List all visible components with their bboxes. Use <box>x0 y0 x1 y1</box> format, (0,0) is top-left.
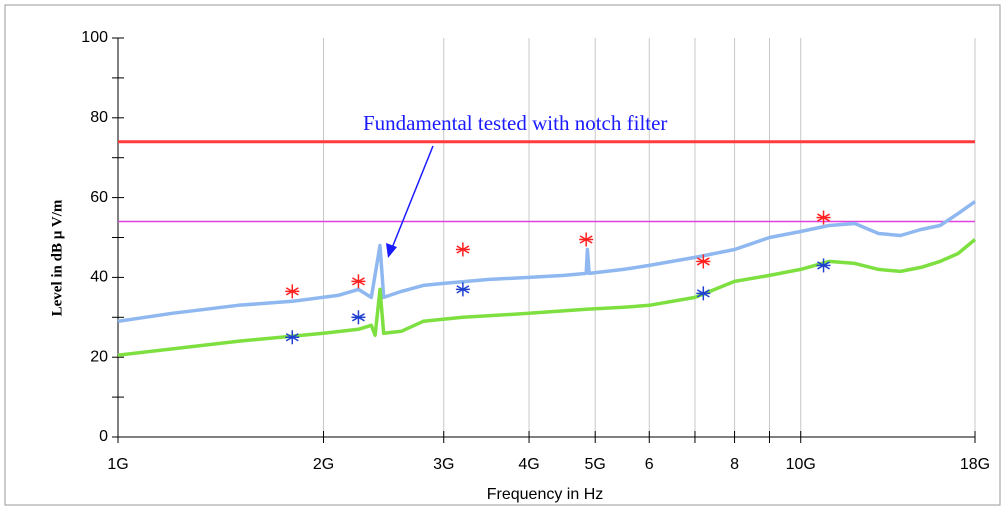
trace <box>117 200 977 324</box>
arrow-head <box>386 243 397 258</box>
asterisk-marker <box>351 310 366 325</box>
asterisk-marker <box>351 274 366 289</box>
asterisk-marker <box>816 258 831 273</box>
y-tick-label: 0 <box>99 428 108 445</box>
y-tick-label: 20 <box>90 348 108 365</box>
x-tick-label: 8 <box>730 456 739 473</box>
y-tick-label: 60 <box>90 189 108 206</box>
asterisk-marker <box>455 282 470 297</box>
asterisk-marker <box>455 242 470 257</box>
trace <box>117 238 977 357</box>
y-axis-label: Level in dB µ V/m <box>49 199 65 316</box>
y-tick-label: 80 <box>90 109 108 126</box>
asterisk-marker <box>696 286 711 301</box>
asterisk-marker <box>579 232 594 247</box>
frame <box>4 4 1001 506</box>
x-tick-label: 2G <box>313 456 334 473</box>
y-tick-label: 40 <box>90 269 108 286</box>
x-tick-label: 6 <box>645 456 654 473</box>
x-tick-label: 3G <box>433 456 454 473</box>
y-tick-label: 100 <box>81 29 108 46</box>
annotation-arrow <box>391 145 434 249</box>
asterisk-marker <box>285 330 300 345</box>
asterisk-marker <box>696 254 711 269</box>
x-tick-label: 4G <box>518 456 539 473</box>
x-tick-label: 18G <box>960 456 990 473</box>
asterisk-marker <box>816 210 831 225</box>
annotation: Fundamental tested with notch filter <box>363 111 667 135</box>
x-tick-label: 5G <box>585 456 606 473</box>
asterisk-marker <box>285 284 300 299</box>
x-tick-label: 10G <box>786 456 816 473</box>
x-axis-label: Frequency in Hz <box>487 486 604 503</box>
x-tick-label: 1G <box>107 456 128 473</box>
